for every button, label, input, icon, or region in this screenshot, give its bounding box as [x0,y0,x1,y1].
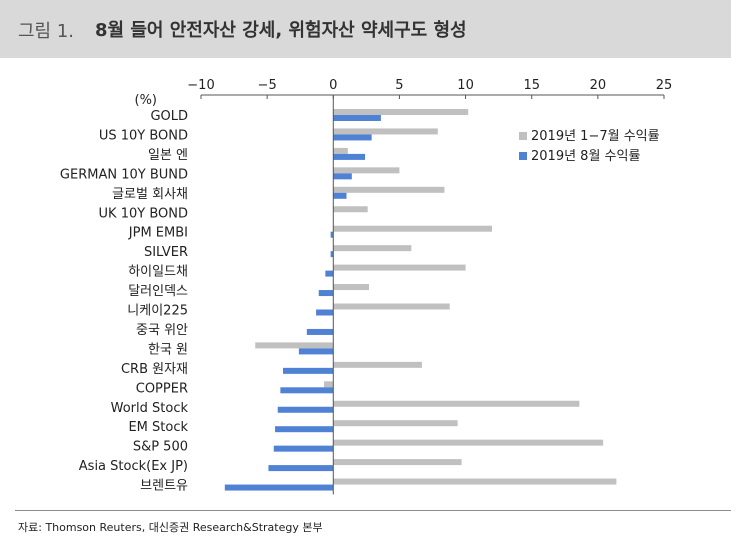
legend-swatch-gray [519,132,527,140]
bar-aug [298,348,334,355]
category-label: GOLD [150,109,188,124]
category-label: GERMAN 10Y BUND [60,167,188,182]
bar-aug [268,465,334,472]
bar-jan-jul [333,109,469,115]
category-label: 하이일드채 [128,265,188,280]
x-tick-label: 15 [523,78,540,93]
category-label: COPPER [136,381,188,396]
category-label: Asia Stock(Ex JP) [79,459,188,474]
bar-aug [330,251,334,258]
bar-jan-jul [333,167,400,174]
bar-aug [280,387,334,394]
bar-aug [306,328,334,335]
legend-label-gray: 2019년 1−7월 수익률 [531,129,660,144]
bar-jan-jul [333,186,445,193]
bar-jan-jul [333,361,422,368]
x-tick-label: 5 [395,78,403,93]
x-axis: −10 −5 0 5 10 15 20 25 [187,78,672,99]
bar-jan-jul [333,264,466,271]
category-label: JPM EMBI [128,226,188,241]
figure-title: 8월 들어 안전자산 강세, 위험자산 약세구도 형성 [95,20,467,41]
bar-aug [333,115,381,121]
category-label: US 10Y BOND [99,128,188,143]
bars [224,109,617,491]
x-tick-label: 20 [590,78,607,93]
bar-jan-jul [333,206,368,213]
bar-aug [333,134,372,141]
figure-number: 그림 1. [18,21,75,42]
bar-jan-jul [333,420,458,427]
bar-aug [224,484,334,491]
bar-jan-jul [333,284,370,291]
category-label: 중국 위안 [136,323,188,338]
bar-aug [333,173,352,180]
x-tick-label: 10 [457,78,474,93]
bar-jan-jul [324,381,334,388]
bar-jan-jul [333,225,493,232]
legend-label-blue: 2019년 8월 수익률 [531,149,640,164]
category-label: CRB 원자재 [121,362,188,377]
category-label: World Stock [111,401,189,416]
legend-swatch-blue [519,152,527,160]
x-tick-label: 0 [329,78,337,93]
source-note: 자료: Thomson Reuters, 대신증권 Research&Strat… [18,521,323,534]
category-label: 글로벌 회사채 [112,187,188,202]
x-tick-label: −10 [187,78,214,93]
category-label: UK 10Y BOND [99,206,188,221]
bar-aug [318,290,334,297]
legend: 2019년 1−7월 수익률 2019년 8월 수익률 [519,129,660,164]
bar-jan-jul [333,478,617,485]
category-label: 브렌트유 [140,479,188,494]
bar-jan-jul [333,400,580,407]
category-label: SILVER [144,245,188,260]
x-tick-label: 25 [656,78,673,93]
category-label: 일본 엔 [148,148,188,163]
category-label: S&P 500 [133,440,188,455]
bar-aug [283,367,334,374]
category-label: 달러인덱스 [128,284,188,299]
category-label: 니케이225 [127,304,188,319]
category-label: 한국 원 [148,342,188,357]
bar-jan-jul [255,342,334,349]
category-label: EM Stock [128,420,188,435]
bar-aug [333,192,347,199]
bar-jan-jul [333,459,462,466]
bar-aug [273,445,334,452]
bar-jan-jul [333,439,604,446]
figure-header: 그림 1. 8월 들어 안전자산 강세, 위험자산 약세구도 형성 [0,0,731,58]
unit-label: (%) [135,93,158,108]
bar-aug [330,231,334,238]
bar-jan-jul [333,128,438,135]
bar-aug [316,309,334,316]
x-tick-label: −5 [258,78,277,93]
bar-aug [333,153,366,160]
footer-divider [15,510,731,511]
bar-aug [275,426,334,433]
bar-jan-jul [333,245,412,252]
bar-aug [325,270,334,277]
bar-aug [277,406,334,413]
category-labels: GOLD US 10Y BOND 일본 엔 GERMAN 10Y BUND 글로벌 회사… [60,109,189,494]
bar-jan-jul [333,147,348,154]
bar-jan-jul [333,303,450,310]
